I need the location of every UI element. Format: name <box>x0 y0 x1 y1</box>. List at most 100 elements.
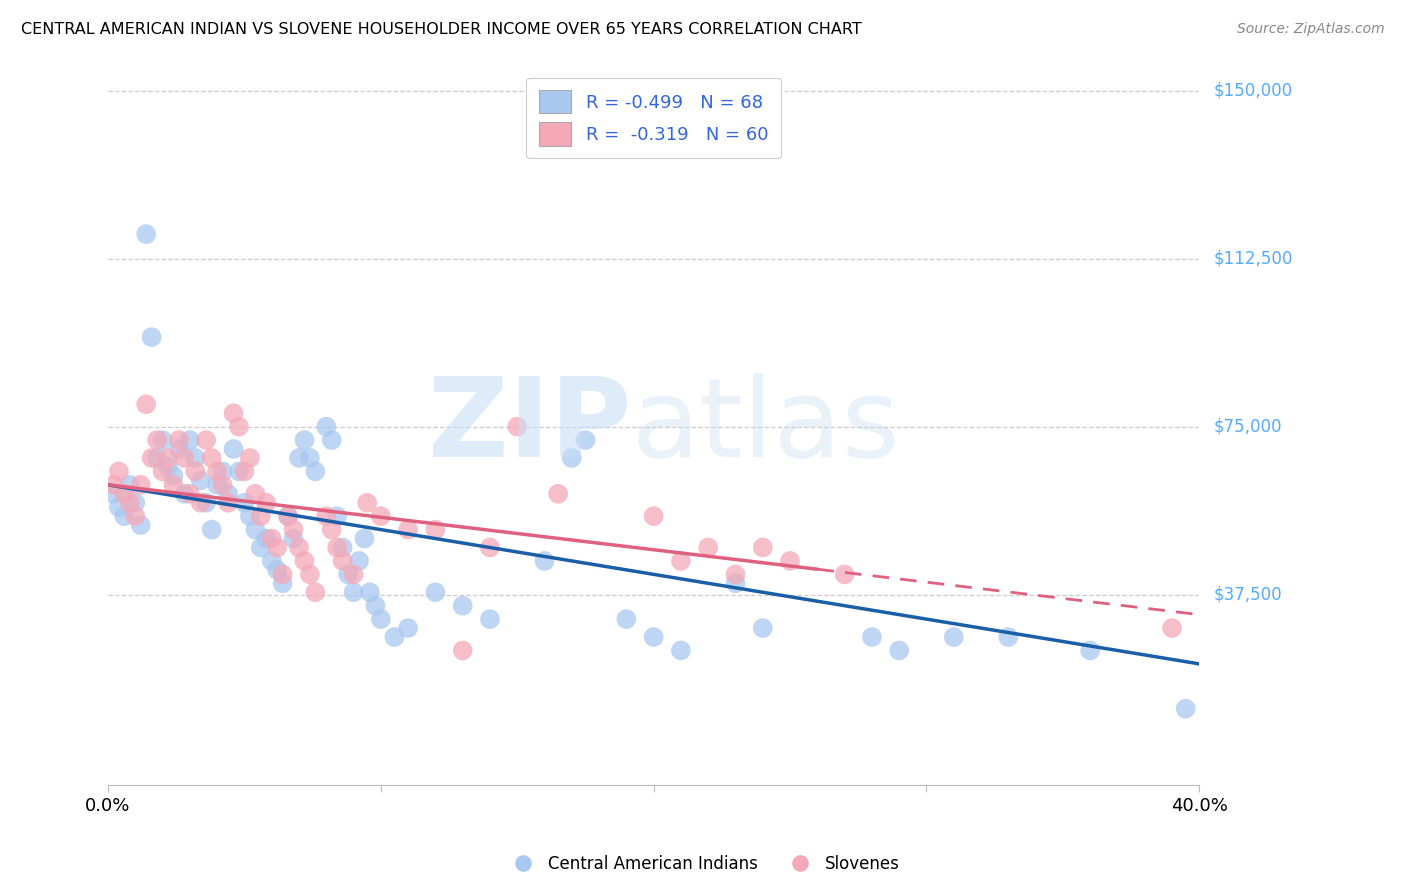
Point <box>283 532 305 546</box>
Point <box>724 576 747 591</box>
Point <box>315 509 337 524</box>
Point <box>451 643 474 657</box>
Point <box>205 464 228 478</box>
Point <box>239 450 262 465</box>
Point <box>697 541 720 555</box>
Point <box>162 478 184 492</box>
Point <box>643 630 665 644</box>
Point <box>353 532 375 546</box>
Point <box>152 433 174 447</box>
Point <box>141 450 163 465</box>
Point <box>222 442 245 456</box>
Point <box>217 496 239 510</box>
Point <box>195 433 218 447</box>
Point <box>201 523 224 537</box>
Point <box>173 487 195 501</box>
Point <box>112 487 135 501</box>
Point <box>271 567 294 582</box>
Point <box>179 433 201 447</box>
Point <box>298 567 321 582</box>
Point <box>294 554 316 568</box>
Point <box>347 554 370 568</box>
Point <box>112 509 135 524</box>
Point <box>124 496 146 510</box>
Point <box>162 468 184 483</box>
Point <box>205 478 228 492</box>
Point <box>356 496 378 510</box>
Point <box>478 541 501 555</box>
Point <box>152 464 174 478</box>
Point <box>184 464 207 478</box>
Point <box>332 554 354 568</box>
Point <box>211 464 233 478</box>
Text: $75,000: $75,000 <box>1213 417 1282 435</box>
Point <box>228 464 250 478</box>
Point <box>233 496 256 510</box>
Point <box>173 450 195 465</box>
Point <box>254 496 277 510</box>
Point <box>315 419 337 434</box>
Point <box>779 554 801 568</box>
Point <box>271 576 294 591</box>
Point <box>643 509 665 524</box>
Point <box>266 563 288 577</box>
Point <box>141 330 163 344</box>
Point <box>574 433 596 447</box>
Point <box>277 509 299 524</box>
Point <box>384 630 406 644</box>
Point <box>228 419 250 434</box>
Point <box>889 643 911 657</box>
Text: atlas: atlas <box>631 373 900 480</box>
Point <box>321 523 343 537</box>
Point <box>146 450 169 465</box>
Point <box>396 523 419 537</box>
Point <box>167 442 190 456</box>
Text: $150,000: $150,000 <box>1213 82 1292 100</box>
Point <box>834 567 856 582</box>
Point <box>342 585 364 599</box>
Point <box>506 419 529 434</box>
Point <box>124 509 146 524</box>
Point <box>294 433 316 447</box>
Text: ZIP: ZIP <box>429 373 631 480</box>
Point <box>669 643 692 657</box>
Point <box>332 541 354 555</box>
Point <box>451 599 474 613</box>
Text: Source: ZipAtlas.com: Source: ZipAtlas.com <box>1237 22 1385 37</box>
Point <box>195 496 218 510</box>
Point <box>860 630 883 644</box>
Point <box>997 630 1019 644</box>
Point <box>156 459 179 474</box>
Point <box>118 496 141 510</box>
Point <box>288 541 311 555</box>
Point <box>103 478 125 492</box>
Point <box>233 464 256 478</box>
Point <box>179 487 201 501</box>
Legend: R = -0.499   N = 68, R =  -0.319   N = 60: R = -0.499 N = 68, R = -0.319 N = 60 <box>526 78 780 158</box>
Point <box>370 612 392 626</box>
Point <box>326 541 349 555</box>
Point <box>1174 701 1197 715</box>
Point <box>304 464 326 478</box>
Point <box>129 518 152 533</box>
Point <box>370 509 392 524</box>
Point <box>249 509 271 524</box>
Point <box>245 487 267 501</box>
Point <box>359 585 381 599</box>
Point <box>337 567 360 582</box>
Point <box>135 397 157 411</box>
Point <box>184 450 207 465</box>
Point <box>222 406 245 420</box>
Point <box>561 450 583 465</box>
Point <box>478 612 501 626</box>
Text: CENTRAL AMERICAN INDIAN VS SLOVENE HOUSEHOLDER INCOME OVER 65 YEARS CORRELATION : CENTRAL AMERICAN INDIAN VS SLOVENE HOUSE… <box>21 22 862 37</box>
Point <box>425 523 447 537</box>
Point <box>260 554 283 568</box>
Point <box>239 509 262 524</box>
Point <box>752 541 775 555</box>
Text: $37,500: $37,500 <box>1213 585 1282 604</box>
Point <box>190 496 212 510</box>
Point <box>103 487 125 501</box>
Point <box>298 450 321 465</box>
Point <box>146 433 169 447</box>
